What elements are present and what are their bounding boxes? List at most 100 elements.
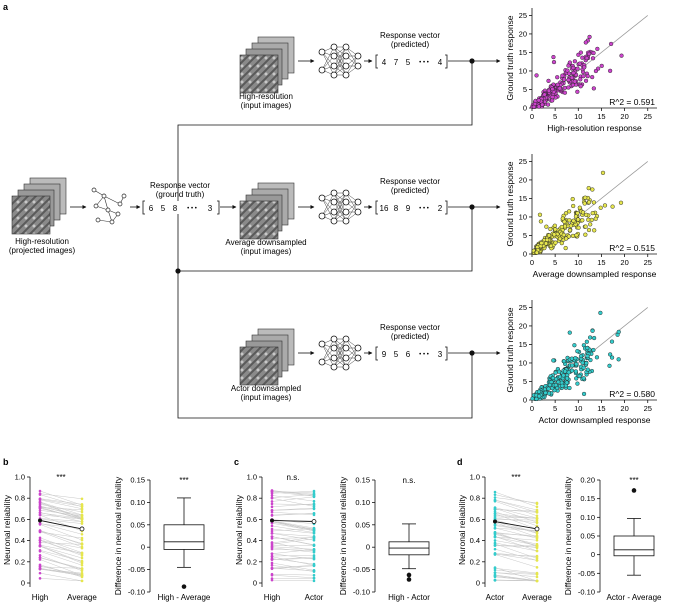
- paired-point: [535, 518, 539, 522]
- paired-point: [80, 559, 84, 563]
- y-tick-label: 0: [21, 579, 25, 588]
- scatter-point: [542, 92, 547, 97]
- paired-line: [494, 516, 538, 519]
- paired-line: [494, 540, 538, 549]
- gt-value-4: 3: [208, 204, 213, 213]
- scatter-point: [543, 241, 549, 246]
- paired-point: [270, 513, 274, 517]
- scatter-point: [569, 75, 575, 80]
- paired-line: [494, 519, 538, 534]
- scatter-point: [576, 225, 581, 230]
- paired-point: [535, 535, 539, 539]
- paired-line: [39, 550, 83, 562]
- paired-point: [38, 521, 42, 525]
- paired-line: [271, 565, 315, 570]
- scatter-point: [550, 94, 555, 100]
- paired-line: [39, 501, 83, 519]
- scatter-point: [586, 200, 592, 205]
- predicted-title-high: Response vector: [380, 31, 440, 40]
- paired-line: [494, 517, 538, 523]
- paired-line: [271, 558, 315, 565]
- paired-point: [80, 508, 84, 512]
- input-sublabel-actor: (input images): [241, 393, 292, 402]
- scatter-point: [619, 53, 624, 58]
- scatter-point: [580, 360, 585, 365]
- y-tick-label: -0.10: [353, 588, 370, 597]
- paired-line: [271, 555, 315, 557]
- paired-point: [535, 516, 539, 520]
- scatter-point: [572, 79, 577, 84]
- r-squared-annotation: R^2 = 0.580: [609, 389, 655, 399]
- paired-line: [494, 536, 538, 546]
- scatter-point: [548, 226, 553, 232]
- x-tick-label: 0: [530, 112, 534, 121]
- y-tick-label: 0: [366, 543, 370, 552]
- x-tick-label: 15: [597, 258, 605, 267]
- paired-line: [39, 505, 83, 518]
- y-tick-label: 20: [519, 175, 527, 184]
- x-tick-label: 0: [530, 404, 534, 413]
- paired-line: [271, 579, 315, 582]
- paired-line: [271, 525, 315, 533]
- scatter-point: [578, 84, 583, 89]
- scatter-point: [608, 68, 613, 73]
- r-squared-annotation: R^2 = 0.591: [609, 97, 655, 107]
- neuron-node: [105, 207, 111, 213]
- y-tick-label: 20: [519, 321, 527, 330]
- x-axis-label: Average downsampled response: [533, 269, 657, 279]
- paired-point: [493, 496, 497, 499]
- paired-line: [494, 576, 538, 582]
- scatter-point: [584, 212, 589, 217]
- paired-point: [270, 509, 274, 512]
- predicted-value-average-4: 2: [438, 204, 443, 213]
- paired-line: [271, 574, 315, 579]
- scatter-point: [609, 339, 615, 344]
- scatter-point: [590, 210, 595, 216]
- scatter-point: [566, 234, 571, 239]
- paired-line: [271, 521, 315, 532]
- scatter-point: [600, 170, 606, 175]
- paired-point: [493, 539, 497, 542]
- paired-point: [270, 502, 274, 506]
- scatter-point: [586, 51, 592, 57]
- significance-label: ***: [629, 476, 638, 485]
- paired-point: [535, 532, 539, 535]
- scatter-point: [583, 78, 589, 83]
- scatter-point: [577, 373, 582, 379]
- input-sublabel-high: (input images): [241, 101, 292, 110]
- y-tick-label: 0.6: [470, 515, 480, 524]
- paired-point: [38, 554, 42, 557]
- y-tick-label: 0.6: [15, 515, 25, 524]
- scatter-point: [593, 216, 598, 221]
- paired-point: [80, 516, 84, 520]
- scatter-point: [557, 236, 563, 241]
- scatter-point: [569, 368, 575, 373]
- significance-label: n.s.: [287, 473, 300, 482]
- scatter-point: [587, 34, 592, 40]
- scatter-point: [616, 357, 621, 362]
- paired-point: [312, 557, 316, 561]
- y-tick-label: 0.10: [355, 498, 370, 507]
- paired-line: [271, 536, 315, 546]
- panel-label-d: d: [457, 457, 463, 467]
- gt-ellipsis: • • •: [187, 206, 197, 212]
- scatter-point: [561, 359, 567, 364]
- scatter-point: [599, 63, 604, 69]
- paired-line: [494, 522, 538, 538]
- paired-line: [271, 495, 315, 502]
- paired-point: [493, 553, 497, 556]
- predicted-value-actor-4: 3: [438, 350, 443, 359]
- paired-point: [493, 514, 497, 517]
- paired-point: [270, 529, 274, 533]
- scatter-point: [570, 363, 575, 368]
- scatter-point: [563, 211, 569, 216]
- x-category-label: Average: [522, 593, 552, 602]
- y-tick-label: 15: [519, 48, 527, 57]
- significance-label: ***: [511, 473, 520, 482]
- y-tick-label: 5: [523, 231, 527, 240]
- paired-point: [80, 513, 84, 517]
- junction-dot: [175, 268, 181, 274]
- paired-point: [270, 542, 274, 546]
- y-tick-label: 0.15: [580, 494, 595, 503]
- paired-point: [535, 520, 539, 524]
